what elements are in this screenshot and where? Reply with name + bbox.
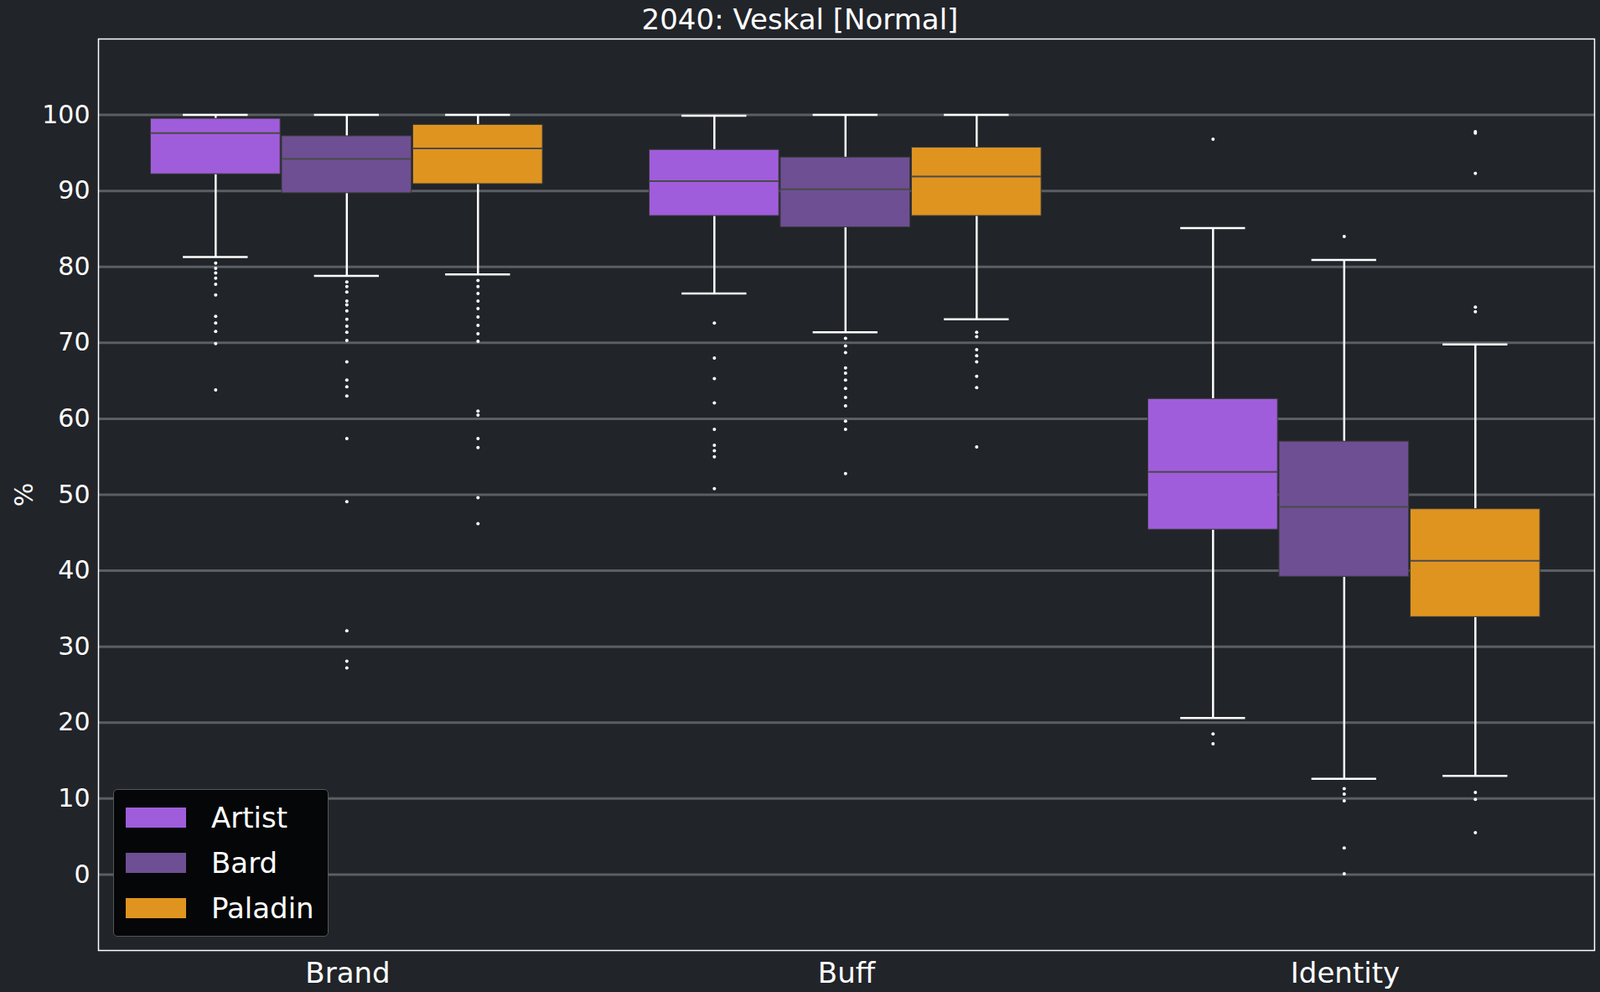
svg-text:10: 10 xyxy=(57,782,90,813)
svg-text:Buff: Buff xyxy=(818,955,877,989)
svg-text:40: 40 xyxy=(57,554,90,585)
svg-text:20: 20 xyxy=(57,706,90,736)
html-text:Bard: Bard xyxy=(211,845,278,880)
svg-text:Brand: Brand xyxy=(305,955,390,989)
svg-text:30: 30 xyxy=(57,631,90,661)
svg-text:50: 50 xyxy=(57,479,90,509)
html-text:2040: Veskal [Normal]: 2040: Veskal [Normal] xyxy=(641,2,959,37)
svg-text:90: 90 xyxy=(57,175,90,205)
svg-text:60: 60 xyxy=(57,403,90,433)
svg-text:100: 100 xyxy=(41,99,90,130)
svg-text:70: 70 xyxy=(57,326,90,357)
svg-text:80: 80 xyxy=(57,251,90,281)
svg-text:Identity: Identity xyxy=(1290,955,1400,989)
svg-text:%: % xyxy=(9,482,39,508)
html-text:Paladin: Paladin xyxy=(211,890,315,925)
svg-text:0: 0 xyxy=(73,859,90,889)
html-text:Artist: Artist xyxy=(211,800,288,834)
